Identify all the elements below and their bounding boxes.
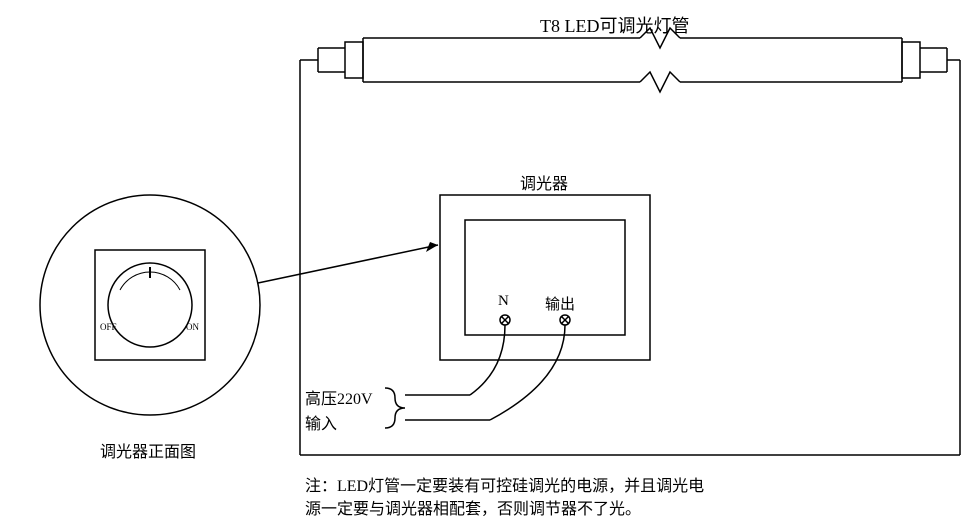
- note-line1: 注：LED灯管一定要装有可控硅调光的电源，并且调光电: [305, 472, 704, 496]
- note-line2: 源一定要与调光器相配套，否则调节器不了光。: [305, 495, 641, 519]
- input-label-line1: 高压220V: [305, 385, 373, 409]
- title-label: T8 LED可调光灯管: [540, 12, 689, 38]
- input-label-line2: 输入: [305, 410, 337, 434]
- knob-off-label: OFF: [100, 322, 117, 332]
- front-view-label: 调光器正面图: [100, 438, 196, 462]
- terminal-n-label: N: [498, 293, 509, 310]
- terminal-out-label: 输出: [545, 293, 575, 314]
- dimmer-label: 调光器: [520, 170, 568, 194]
- knob-on-label: ON: [186, 322, 199, 332]
